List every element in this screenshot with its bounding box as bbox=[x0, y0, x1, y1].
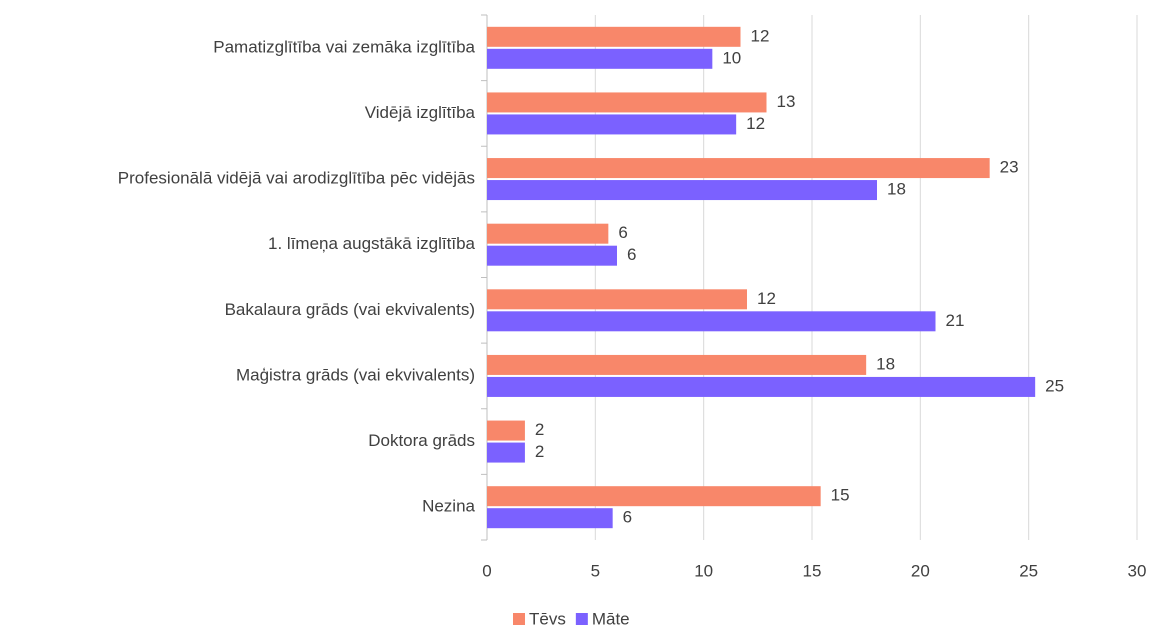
data-label: 12 bbox=[746, 114, 765, 133]
bar bbox=[487, 114, 737, 135]
bar bbox=[487, 158, 990, 179]
legend-swatch bbox=[575, 613, 588, 625]
bar bbox=[487, 508, 613, 529]
data-label: 12 bbox=[757, 289, 776, 308]
x-tick-label: 10 bbox=[694, 561, 713, 580]
bar bbox=[487, 26, 741, 47]
y-tick-label: 1. līmeņa augstākā izglītība bbox=[268, 234, 476, 253]
bar bbox=[487, 48, 713, 69]
data-label: 6 bbox=[627, 245, 636, 264]
data-label: 25 bbox=[1045, 376, 1064, 395]
data-label: 23 bbox=[1000, 158, 1019, 177]
data-label: 21 bbox=[946, 311, 965, 330]
data-label: 13 bbox=[777, 92, 796, 111]
data-label: 6 bbox=[618, 223, 627, 242]
y-tick-label: Nezina bbox=[422, 497, 475, 516]
legend-swatch bbox=[513, 613, 525, 625]
bar bbox=[487, 311, 936, 332]
x-tick-label: 0 bbox=[482, 561, 491, 580]
bar bbox=[487, 376, 1036, 397]
data-label: 2 bbox=[535, 420, 544, 439]
data-label: 2 bbox=[535, 442, 544, 461]
data-label: 6 bbox=[623, 508, 632, 527]
y-tick-label: Doktora grāds bbox=[368, 431, 475, 450]
y-tick-label: Maģistra grāds (vai ekvivalents) bbox=[236, 365, 475, 384]
y-tick-label: Pamatizglītība vai zemāka izglītība bbox=[213, 37, 475, 56]
legend-label: Māte bbox=[592, 609, 630, 628]
y-tick-label: Profesionālā vidējā vai arodizglītība pē… bbox=[118, 169, 475, 188]
data-label: 10 bbox=[722, 48, 741, 67]
data-label: 12 bbox=[751, 26, 770, 45]
bar bbox=[487, 245, 617, 266]
bar bbox=[487, 223, 609, 244]
legend-label: Tēvs bbox=[529, 609, 566, 628]
bar bbox=[487, 354, 867, 375]
data-label: 15 bbox=[831, 486, 850, 505]
bar bbox=[487, 420, 525, 441]
data-label: 18 bbox=[887, 180, 906, 199]
x-tick-label: 15 bbox=[803, 561, 822, 580]
y-tick-label: Vidējā izglītība bbox=[365, 103, 476, 122]
x-tick-label: 5 bbox=[591, 561, 600, 580]
y-tick-label: Bakalaura grāds (vai ekvivalents) bbox=[225, 300, 475, 319]
bar bbox=[487, 92, 767, 113]
data-label: 18 bbox=[876, 354, 895, 373]
x-tick-label: 25 bbox=[1019, 561, 1038, 580]
bar bbox=[487, 180, 877, 201]
x-tick-label: 30 bbox=[1128, 561, 1147, 580]
bar bbox=[487, 289, 747, 310]
bar bbox=[487, 442, 525, 463]
bar bbox=[487, 486, 821, 507]
x-tick-label: 20 bbox=[911, 561, 930, 580]
